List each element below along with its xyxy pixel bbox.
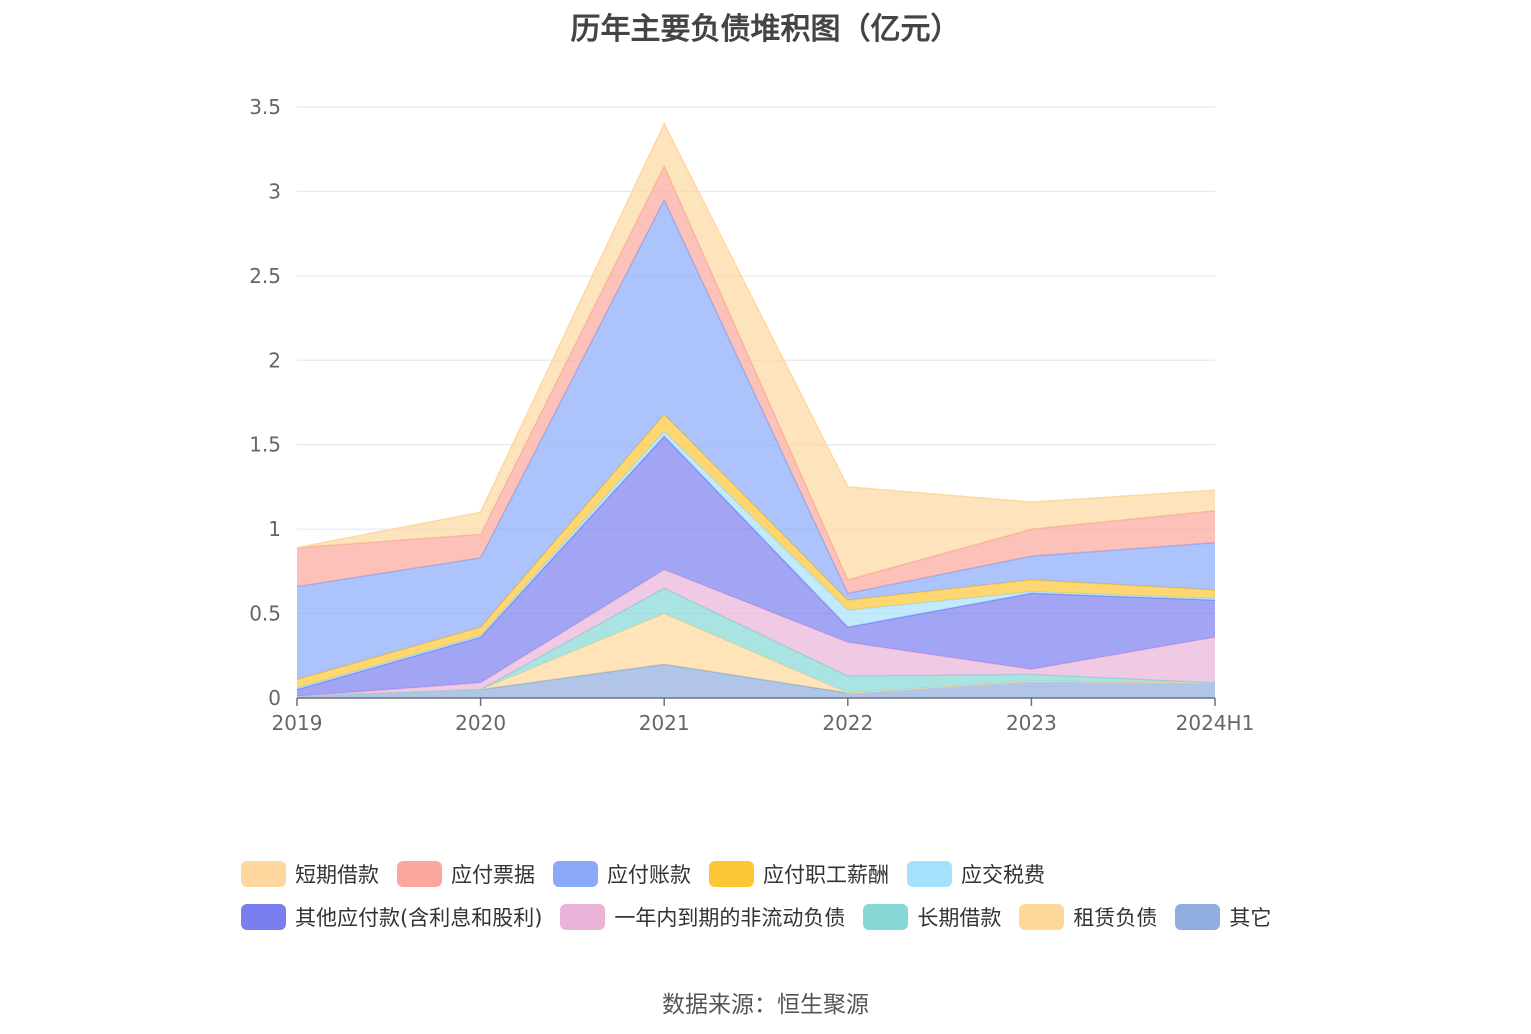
legend-item[interactable]: 长期借款 [863, 902, 1001, 932]
legend-swatch [1175, 903, 1221, 930]
area-series [297, 664, 1215, 698]
legend-swatch [241, 860, 286, 887]
y-tick-label: 1.5 [249, 433, 281, 457]
legend-label: 应付账款 [607, 862, 691, 887]
y-tick-label: 2 [268, 348, 281, 372]
legend-item[interactable]: 应付账款 [553, 859, 691, 889]
x-tick-label: 2023 [1006, 711, 1057, 735]
legend-item[interactable]: 短期借款 [241, 859, 379, 889]
legend-swatch [863, 903, 909, 930]
legend-swatch [397, 860, 442, 887]
y-tick-label: 0.5 [249, 602, 281, 626]
stacked-area-chart: 0 0.5 1 1.5 2 2.5 3 3.5 2019 2020 2021 2022 2023 2024… [249, 95, 1255, 735]
legend-label: 应付职工薪酬 [763, 862, 889, 887]
y-tick-label: 2.5 [249, 264, 281, 288]
x-tick-label: 2021 [639, 711, 690, 735]
area-series [297, 166, 1215, 594]
legend-swatch [241, 903, 286, 930]
legend-label: 其它 [1229, 905, 1272, 930]
legend-label: 租赁负债 [1073, 905, 1158, 930]
legend-label: 应交税费 [961, 862, 1045, 887]
legend-swatch [560, 903, 606, 930]
y-tick-label: 3 [268, 179, 281, 203]
x-tick-label: 2024H1 [1176, 711, 1255, 735]
chart-title: 历年主要负债堆积图（亿元） [570, 12, 961, 47]
y-tick-label: 3.5 [249, 95, 281, 119]
legend-row-2: 其他应付款(含利息和股利) 一年内到期的非流动负债 长期借款 租赁负债 其它 [241, 895, 1341, 938]
area-series [297, 123, 1215, 580]
legend-label: 应付票据 [451, 862, 535, 887]
x-tick-label: 2019 [272, 711, 323, 735]
data-source: 数据来源：恒生聚源 [662, 992, 869, 1018]
area-series [297, 414, 1215, 688]
legend-swatch [907, 860, 952, 887]
legend-item[interactable]: 租赁负债 [1019, 902, 1157, 932]
x-tick-label: 2020 [455, 711, 506, 735]
area-series [297, 436, 1215, 697]
legend-item[interactable]: 应付职工薪酬 [709, 859, 889, 889]
area-series [297, 613, 1215, 697]
legend-swatch [553, 860, 598, 887]
area-series [297, 199, 1215, 680]
legend-row-1: 短期借款 应付票据 应付账款 应付职工薪酬 应交税费 [241, 852, 1341, 895]
y-tick-label: 1 [268, 517, 281, 541]
legend-label: 长期借款 [917, 905, 1002, 930]
x-tick-label: 2022 [822, 711, 873, 735]
legend-label: 一年内到期的非流动负债 [614, 905, 846, 930]
area-series [297, 569, 1215, 697]
legend-item[interactable]: 一年内到期的非流动负债 [560, 902, 845, 932]
y-tick-label: 0 [268, 686, 281, 710]
legend-swatch [1019, 903, 1065, 930]
legend-item[interactable]: 应付票据 [397, 859, 535, 889]
legend-item[interactable]: 其它 [1175, 902, 1271, 932]
area-series [297, 588, 1215, 697]
legend-item[interactable]: 其他应付款(含利息和股利) [241, 902, 542, 932]
area-series-line [296, 122, 1216, 549]
legend-label: 短期借款 [295, 862, 379, 887]
legend-swatch [709, 860, 754, 887]
legend-label: 其他应付款(含利息和股利) [295, 905, 543, 930]
legend-item[interactable]: 应交税费 [907, 859, 1045, 889]
chart-legend: 短期借款 应付票据 应付账款 应付职工薪酬 应交税费 其他应付款(含利息和股利)… [241, 852, 1341, 938]
